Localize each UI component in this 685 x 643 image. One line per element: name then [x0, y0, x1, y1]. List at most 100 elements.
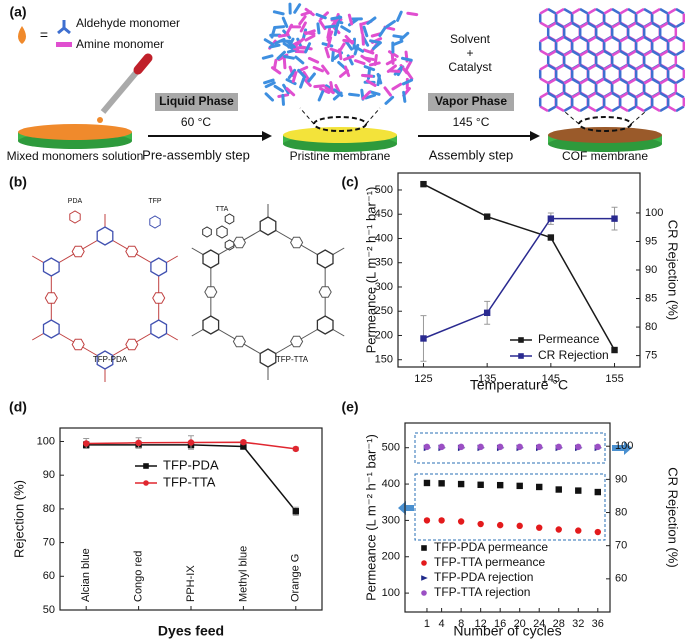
cof-edge — [595, 21, 605, 29]
cof-edge — [539, 77, 549, 85]
cof-edge — [675, 7, 685, 15]
cof-edge — [667, 91, 677, 99]
network-segment — [277, 33, 290, 38]
network-segment — [302, 77, 312, 88]
network-segment — [272, 10, 285, 16]
marker — [438, 443, 445, 451]
cof-edge — [579, 77, 589, 85]
dropper-bulb — [133, 53, 153, 75]
cof-edge — [571, 105, 581, 113]
cof-edge — [611, 21, 621, 29]
network-segment — [376, 72, 383, 85]
network-segment — [317, 90, 325, 102]
cof-edge — [603, 7, 613, 15]
cof-edge — [667, 77, 677, 85]
legend-label: Permeance — [538, 332, 600, 346]
panel-label: (e) — [341, 399, 358, 415]
marker — [292, 508, 299, 515]
cof-edge — [555, 49, 565, 57]
network-segment — [401, 78, 414, 86]
network-segment — [276, 50, 286, 60]
y2-axis-title: CR Rejection (%) — [666, 467, 681, 567]
cof-edge — [619, 49, 629, 57]
legend-label: TFP-PDA — [163, 457, 219, 472]
legend-text: Aldehyde monomer — [76, 16, 180, 30]
y-tick-label: 90 — [43, 469, 55, 481]
cof-edge — [675, 91, 685, 99]
y2-tick-label: 60 — [615, 573, 627, 585]
cof-edge — [587, 77, 597, 85]
y-tick-label: 500 — [382, 442, 400, 454]
network-segment — [326, 36, 333, 49]
highlight-box — [414, 473, 606, 541]
cof-edge — [611, 105, 621, 113]
panel-label: (c) — [341, 174, 358, 190]
x-tick-label: 145 — [542, 373, 560, 385]
network-segment — [285, 87, 296, 97]
tta-linker — [290, 236, 304, 249]
condition-label: Solvent — [450, 32, 491, 46]
y-tick-label: 350 — [375, 257, 393, 269]
legend-marker — [143, 463, 149, 469]
category-label: Alcian blue — [80, 548, 92, 602]
y2-tick-label: 75 — [645, 349, 657, 361]
legend-label: TFP-TTA permeance — [434, 555, 545, 569]
cof-edge — [539, 63, 549, 71]
panel-label: (b) — [9, 174, 27, 190]
arrow-head — [262, 131, 272, 141]
droplet — [97, 117, 103, 123]
marker — [536, 483, 543, 491]
network-segment — [302, 70, 311, 82]
cof-edge — [571, 63, 581, 71]
y2-tick-label: 90 — [645, 264, 657, 276]
network-segment — [299, 21, 307, 33]
cof-edge — [659, 7, 669, 15]
pda-linker — [44, 292, 58, 304]
condition-label: + — [466, 46, 473, 60]
category-label: Methyl blue — [237, 546, 249, 602]
marker — [516, 482, 523, 490]
cof-edge — [547, 105, 557, 113]
network-segment — [312, 65, 324, 73]
marker — [438, 480, 445, 487]
network-segment — [293, 3, 302, 14]
marker — [547, 234, 555, 241]
cof-edge — [619, 91, 629, 99]
x-tick-label: 125 — [414, 373, 432, 385]
monomer-label: TFP — [148, 198, 162, 205]
marker — [457, 443, 465, 451]
marker — [240, 438, 247, 446]
marker — [477, 481, 484, 488]
network-segment — [324, 46, 331, 59]
cof-edge — [659, 77, 669, 85]
cof-edge — [611, 7, 621, 15]
network-segment — [304, 42, 312, 54]
y-tick-label: 80 — [43, 503, 55, 515]
network-segment — [361, 90, 372, 100]
cof-edge — [547, 77, 557, 85]
x-tick-label: 28 — [553, 618, 565, 630]
tta-linker — [204, 286, 218, 298]
cof-edge — [603, 49, 613, 57]
network-segment — [281, 93, 285, 106]
cof-edge — [587, 63, 597, 71]
tta-node — [202, 315, 220, 335]
legend-marker — [143, 480, 149, 486]
cof-edge — [579, 21, 589, 29]
cof-edge — [619, 63, 629, 71]
cof-edge — [675, 63, 685, 71]
network-segment — [365, 79, 377, 87]
cof-edge — [587, 49, 597, 57]
cof-edge — [595, 7, 605, 15]
stage-label: COF membrane — [562, 149, 648, 163]
category-label: PPH-IX — [185, 565, 197, 602]
network-segment — [383, 86, 392, 97]
network-segment — [299, 77, 306, 89]
legend-marker — [518, 337, 524, 343]
tta-linker — [232, 236, 246, 249]
cof-edge — [579, 35, 589, 43]
network-segment — [281, 16, 289, 28]
y-tick-label: 300 — [375, 281, 393, 293]
network-segment — [406, 11, 419, 17]
network-segment — [263, 78, 275, 85]
